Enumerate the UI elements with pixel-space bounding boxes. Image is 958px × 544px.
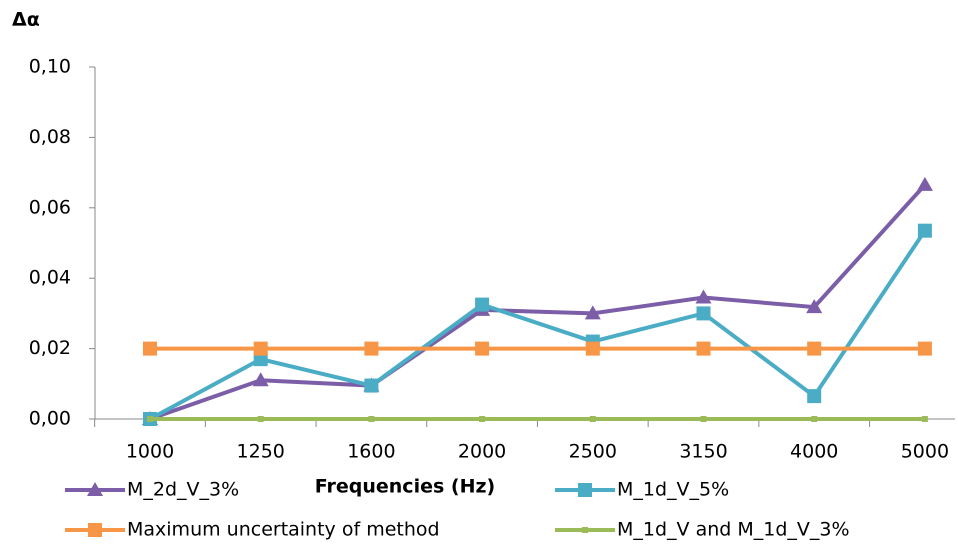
- data-point: [364, 378, 379, 393]
- x-tick-label: 3150: [679, 441, 727, 463]
- data-point: [807, 389, 822, 404]
- legend-marker: [87, 482, 103, 496]
- x-tick-label: 1000: [126, 441, 174, 463]
- data-point: [695, 289, 712, 304]
- data-point: [584, 305, 601, 320]
- data-point: [807, 341, 822, 356]
- legend-label: Maximum uncertainty of method: [127, 519, 440, 541]
- data-point: [143, 341, 157, 356]
- series-line: [149, 229, 927, 421]
- data-point: [475, 297, 490, 312]
- x-tick-label: 4000: [790, 441, 838, 463]
- data-point: [368, 416, 375, 422]
- y-tick-label: 0,04: [29, 267, 71, 289]
- y-tick-label: 0,06: [29, 196, 71, 218]
- x-tick-label: 2000: [458, 441, 506, 463]
- data-point: [696, 341, 711, 356]
- x-tick-label: 1250: [237, 441, 285, 463]
- data-point: [916, 176, 933, 191]
- legend-marker: [582, 527, 588, 533]
- y-tick-label: 0,00: [29, 408, 71, 430]
- data-point: [585, 341, 600, 356]
- data-point: [811, 416, 818, 422]
- x-tick-label: 2500: [569, 441, 617, 463]
- data-point: [475, 341, 490, 356]
- x-tick-label: 1600: [347, 441, 395, 463]
- x-axis-label: Frequencies (Hz): [315, 476, 495, 498]
- legend-label: M_1d_V_5%: [617, 479, 729, 501]
- legend-marker: [88, 523, 102, 537]
- data-point: [147, 416, 153, 422]
- y-tick-label: 0,10: [29, 56, 71, 78]
- data-point: [589, 416, 596, 422]
- data-point: [917, 341, 932, 356]
- data-point: [917, 223, 932, 238]
- data-point: [700, 416, 707, 422]
- data-point: [253, 341, 268, 356]
- data-point: [696, 306, 711, 321]
- series-line: [149, 183, 927, 421]
- data-point: [921, 416, 928, 422]
- y-tick-label: 0,08: [29, 126, 71, 148]
- y-axis-label: Δα: [12, 9, 40, 31]
- data-point: [364, 341, 379, 356]
- x-tick-label: 5000: [901, 441, 949, 463]
- legend-label: M_2d_V_3%: [127, 479, 239, 501]
- legend-marker: [578, 483, 592, 497]
- data-point: [479, 416, 486, 422]
- data-point: [253, 352, 268, 367]
- legend-label: M_1d_V and M_1d_V_3%: [617, 519, 850, 541]
- data-point: [252, 372, 269, 387]
- y-tick-label: 0,02: [29, 337, 71, 359]
- data-point: [257, 416, 264, 422]
- data-point: [806, 299, 823, 314]
